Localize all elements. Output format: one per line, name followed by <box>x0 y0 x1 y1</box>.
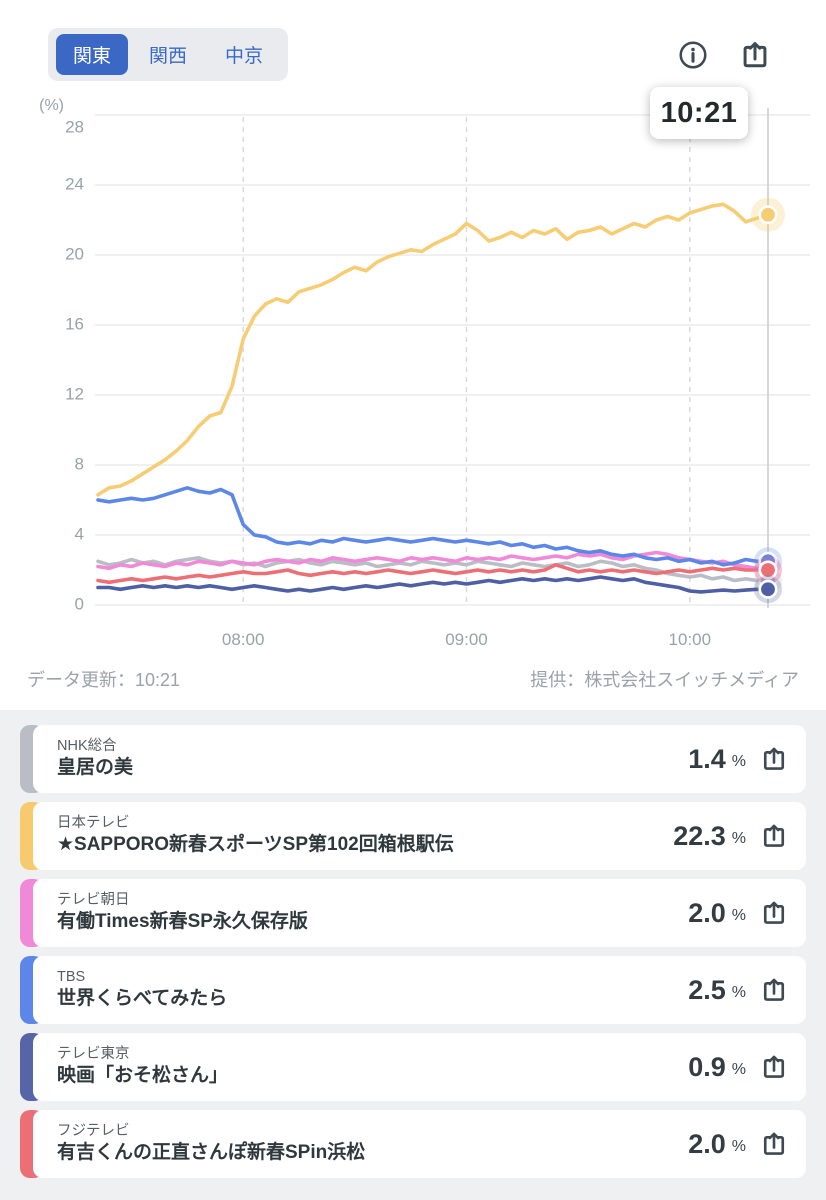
rating-unit: % <box>731 1061 746 1078</box>
channel-name: NHK総合 <box>57 738 117 755</box>
svg-text:10:00: 10:00 <box>669 630 712 649</box>
channel-name: テレビ東京 <box>57 1046 130 1063</box>
channel-name: フジテレビ <box>57 1123 130 1140</box>
channel-card[interactable]: NHK総合 皇居の美 1.4 % <box>20 725 806 793</box>
share-icon[interactable] <box>759 821 789 851</box>
share-icon[interactable] <box>759 1052 789 1082</box>
rating-value: 0.9 <box>688 1051 726 1082</box>
current-time-badge: 10:21 <box>650 87 748 139</box>
svg-text:28: 28 <box>65 117 84 136</box>
program-title: 有働Times新春SP永久保存版 <box>57 911 308 933</box>
program-title: 世界くらべてみたら <box>57 988 228 1010</box>
channel-list: NHK総合 皇居の美 1.4 % 日本テレビ ★SAPPORO新春スポーツSP第… <box>0 710 826 1200</box>
chart-panel: 0 4 8 12 16 20 24 28 (%) 08:00 09:00 10:00 関東 関西 中京… <box>27 28 810 690</box>
rating-unit: % <box>731 907 746 924</box>
svg-text:(%): (%) <box>39 97 64 114</box>
info-icon[interactable] <box>677 39 709 71</box>
share-icon[interactable] <box>738 38 772 72</box>
svg-text:24: 24 <box>65 174 84 193</box>
share-icon[interactable] <box>759 1129 789 1159</box>
svg-text:8: 8 <box>75 454 84 473</box>
rating-unit: % <box>731 753 746 770</box>
channel-card[interactable]: テレビ朝日 有働Times新春SP永久保存版 2.0 % <box>20 879 806 947</box>
program-title: 有吉くんの正直さんぽ新春SPin浜松 <box>57 1142 366 1164</box>
channel-card[interactable]: フジテレビ 有吉くんの正直さんぽ新春SPin浜松 2.0 % <box>20 1110 806 1178</box>
rating-value: 1.4 <box>688 743 726 774</box>
channel-name: TBS <box>57 969 86 986</box>
channel-card[interactable]: 日本テレビ ★SAPPORO新春スポーツSP第102回箱根駅伝 22.3 % <box>20 802 806 870</box>
rating-unit: % <box>731 984 746 1001</box>
tab-kanto[interactable]: 関東 <box>56 34 129 75</box>
program-title: ★SAPPORO新春スポーツSP第102回箱根駅伝 <box>57 834 454 856</box>
svg-text:08:00: 08:00 <box>222 630 265 649</box>
channel-name: 日本テレビ <box>57 815 130 832</box>
svg-text:09:00: 09:00 <box>445 630 488 649</box>
share-icon[interactable] <box>759 975 789 1005</box>
channel-card[interactable]: テレビ東京 映画「おそ松さん」 0.9 % <box>20 1033 806 1101</box>
tab-kansai[interactable]: 関西 <box>132 34 204 75</box>
svg-text:16: 16 <box>65 314 84 333</box>
channel-name: テレビ朝日 <box>57 892 130 909</box>
svg-text:20: 20 <box>65 244 84 263</box>
share-icon[interactable] <box>759 744 789 774</box>
channel-card[interactable]: TBS 世界くらべてみたら 2.5 % <box>20 956 806 1024</box>
data-provider-label: 提供：株式会社スイッチメディア <box>530 670 799 690</box>
region-tabs: 関東 関西 中京 <box>48 28 289 81</box>
svg-text:12: 12 <box>65 384 84 403</box>
data-updated-label: データ更新：10:21 <box>27 670 181 690</box>
ratings-line-chart: 0 4 8 12 16 20 24 28(%) 08:00 09:00 10:00 <box>39 97 810 649</box>
rating-unit: % <box>731 830 746 847</box>
svg-text:0: 0 <box>75 594 84 613</box>
program-title: 映画「おそ松さん」 <box>57 1065 229 1087</box>
rating-value: 22.3 <box>673 820 726 851</box>
rating-value: 2.5 <box>688 974 726 1005</box>
svg-text:4: 4 <box>75 524 84 543</box>
rating-value: 2.0 <box>688 897 726 928</box>
rating-value: 2.0 <box>688 1128 726 1159</box>
tab-chukyo[interactable]: 中京 <box>208 34 280 75</box>
program-title: 皇居の美 <box>57 757 134 779</box>
share-icon[interactable] <box>759 898 789 928</box>
rating-unit: % <box>731 1138 746 1155</box>
